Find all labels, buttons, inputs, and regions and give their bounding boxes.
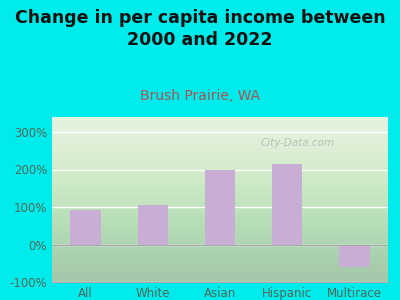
Bar [272, 164, 302, 244]
Bar [70, 210, 101, 244]
Bar [138, 205, 168, 244]
Text: Brush Prairie, WA: Brush Prairie, WA [140, 88, 260, 103]
Bar [205, 169, 235, 244]
Text: City-Data.com: City-Data.com [260, 138, 334, 148]
Bar [339, 244, 370, 267]
Text: Change in per capita income between
2000 and 2022: Change in per capita income between 2000… [15, 9, 385, 49]
